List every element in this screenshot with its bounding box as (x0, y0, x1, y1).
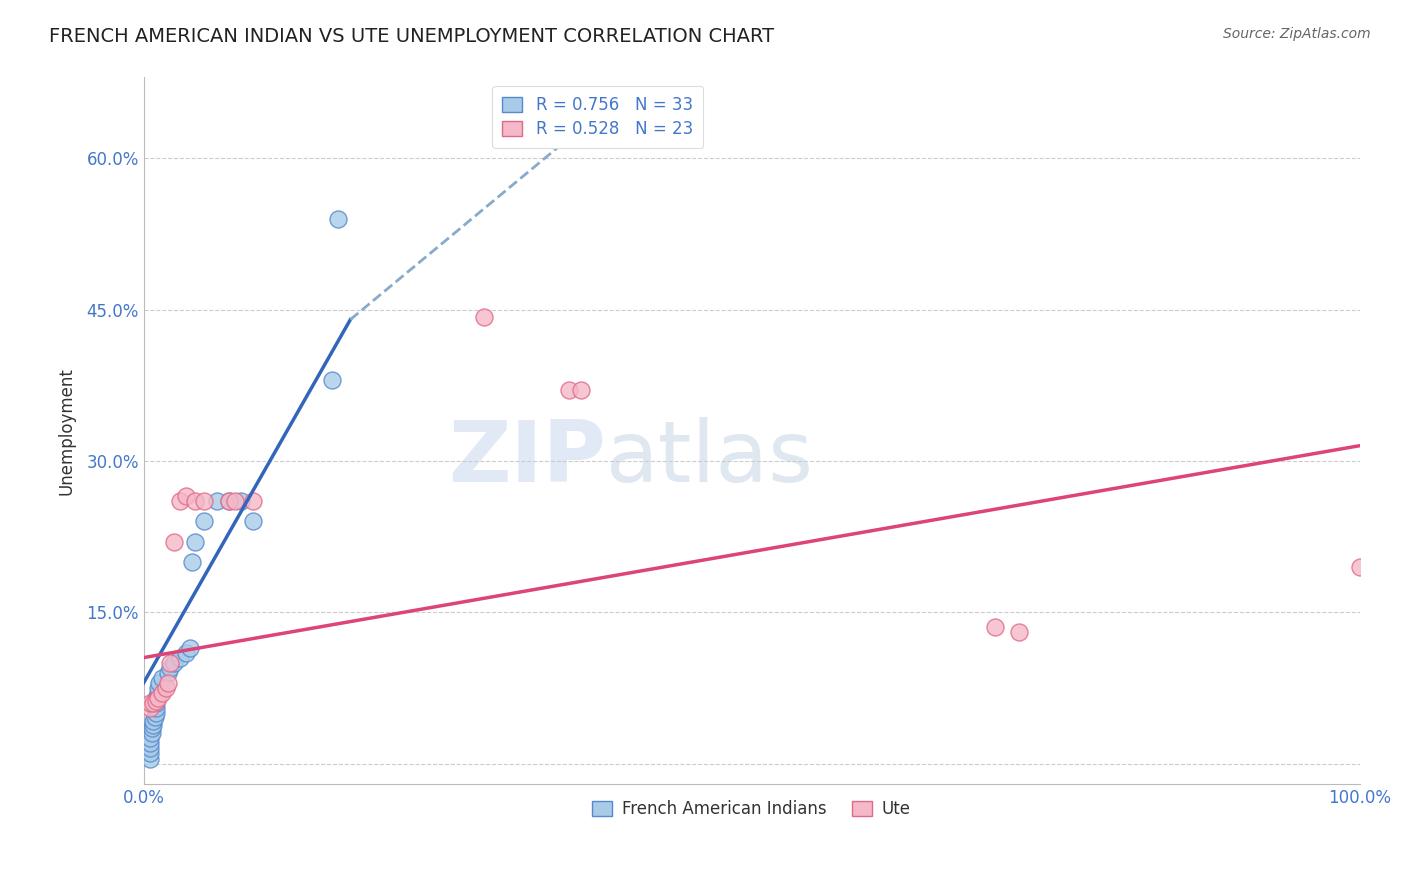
Point (242, 515, 264, 529)
Point (179, 640, 201, 655)
Point (1348, 559, 1371, 574)
Point (159, 656, 181, 670)
Point (183, 534, 205, 549)
Point (169, 650, 191, 665)
Point (193, 494, 215, 508)
Point (183, 494, 205, 508)
Text: Source: ZipAtlas.com: Source: ZipAtlas.com (1223, 27, 1371, 41)
Point (1008, 625, 1031, 640)
Point (218, 494, 240, 508)
Point (321, 373, 343, 387)
Point (145, 706, 167, 720)
Point (138, 736, 160, 750)
Point (328, 211, 350, 226)
Text: ZIP: ZIP (449, 417, 606, 500)
Point (148, 676, 170, 690)
Text: atlas: atlas (606, 417, 814, 500)
Point (148, 686, 170, 700)
Point (159, 661, 181, 675)
Point (138, 696, 160, 710)
Point (472, 310, 495, 324)
Point (174, 489, 197, 503)
Point (148, 681, 170, 695)
Point (163, 534, 186, 549)
Point (569, 383, 592, 397)
Point (145, 696, 167, 710)
Point (181, 555, 204, 569)
Point (145, 701, 167, 715)
Point (163, 656, 186, 670)
Point (143, 710, 166, 724)
Point (218, 494, 240, 508)
Point (138, 701, 160, 715)
Point (984, 620, 1007, 634)
Point (156, 665, 179, 680)
Point (138, 741, 160, 756)
Point (148, 690, 170, 705)
Text: FRENCH AMERICAN INDIAN VS UTE UNEMPLOYMENT CORRELATION CHART: FRENCH AMERICAN INDIAN VS UTE UNEMPLOYME… (49, 27, 775, 45)
Point (142, 718, 165, 732)
Point (142, 714, 165, 728)
Point (142, 696, 165, 710)
Point (156, 676, 179, 690)
Point (145, 690, 167, 705)
Legend: French American Indians, Ute: French American Indians, Ute (585, 794, 918, 825)
Point (141, 721, 163, 735)
Point (242, 494, 264, 508)
Point (205, 494, 228, 508)
Point (558, 383, 581, 397)
Point (141, 726, 163, 740)
Point (150, 671, 173, 685)
Point (138, 731, 160, 746)
Point (174, 646, 197, 660)
Y-axis label: Unemployment: Unemployment (58, 367, 75, 494)
Point (155, 681, 177, 695)
Point (193, 515, 215, 529)
Point (169, 494, 191, 508)
Point (145, 694, 167, 708)
Point (138, 747, 160, 761)
Point (138, 751, 160, 765)
Point (150, 686, 173, 700)
Point (224, 494, 246, 508)
Point (229, 494, 252, 508)
